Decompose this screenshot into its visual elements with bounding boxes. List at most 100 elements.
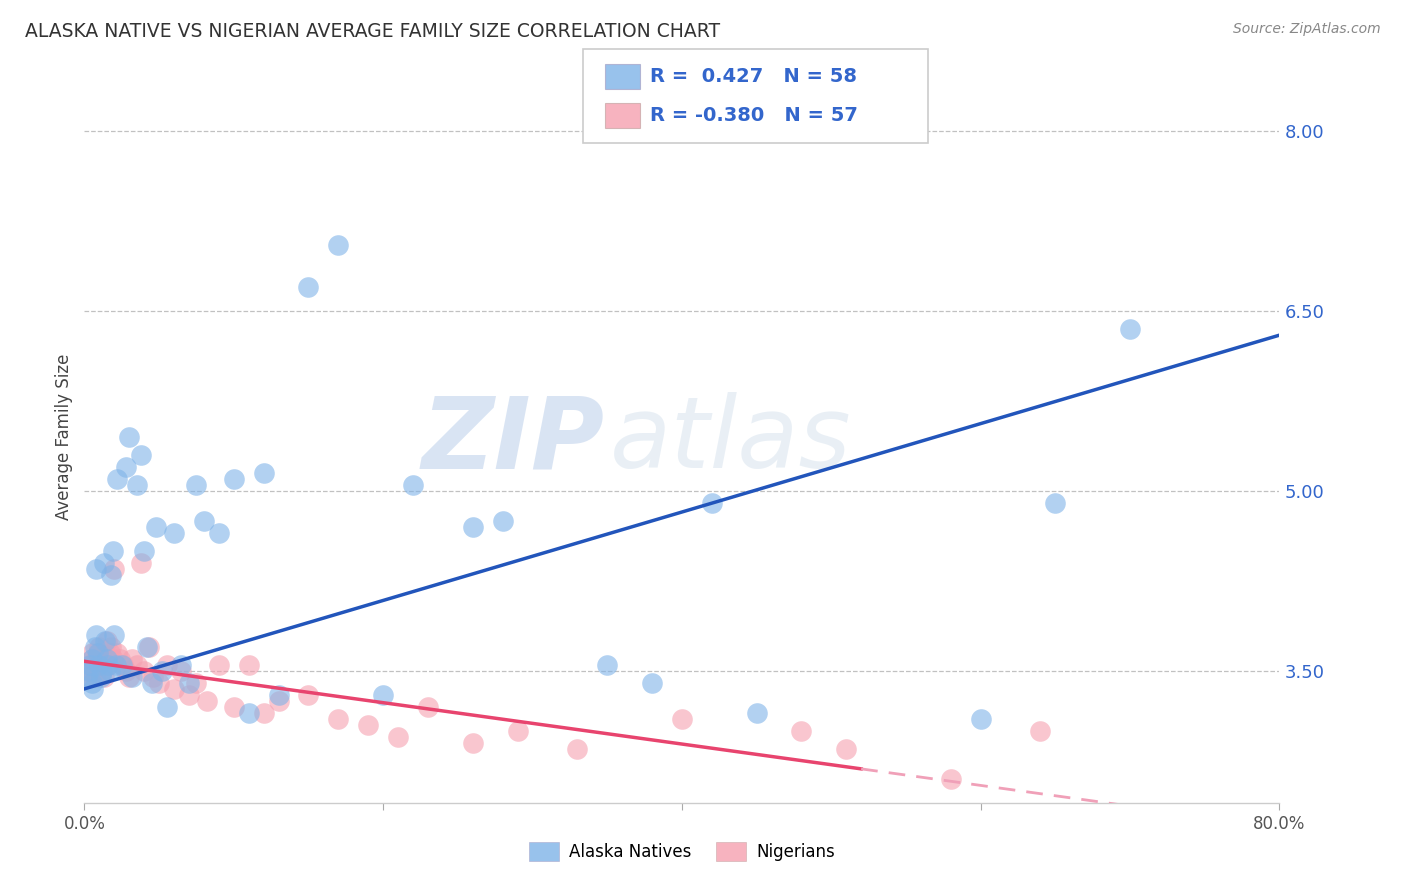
Point: [118, 430, 141, 444]
Point: [1045, 496, 1067, 510]
Point: [132, 664, 156, 678]
Point: [103, 628, 125, 642]
Point: [835, 742, 858, 756]
Y-axis label: Average Family Size: Average Family Size: [55, 354, 73, 520]
Point: [142, 670, 165, 684]
Text: atlas: atlas: [610, 392, 852, 489]
Point: [94, 634, 117, 648]
Point: [132, 544, 156, 558]
Point: [80, 652, 103, 666]
Point: [267, 694, 290, 708]
Point: [145, 520, 167, 534]
Point: [121, 670, 143, 684]
Point: [170, 664, 193, 678]
Point: [138, 640, 160, 654]
Text: ZIP: ZIP: [422, 392, 605, 489]
Point: [492, 514, 515, 528]
Point: [222, 699, 245, 714]
Point: [121, 652, 143, 666]
Point: [118, 670, 141, 684]
Point: [155, 699, 177, 714]
Point: [82, 664, 104, 678]
Point: [90, 657, 112, 672]
Point: [90, 670, 112, 684]
Point: [136, 640, 159, 654]
Point: [89, 657, 111, 672]
Point: [104, 657, 127, 672]
Legend: Alaska Natives, Nigerians: Alaska Natives, Nigerians: [522, 835, 842, 868]
Point: [671, 712, 693, 726]
Point: [267, 688, 290, 702]
Text: R =  0.427   N = 58: R = 0.427 N = 58: [650, 67, 856, 87]
Point: [641, 676, 664, 690]
Point: [87, 646, 110, 660]
Point: [103, 562, 125, 576]
Point: [101, 652, 124, 666]
Point: [129, 556, 152, 570]
Point: [195, 694, 218, 708]
Point: [86, 562, 108, 576]
Point: [125, 478, 148, 492]
Point: [80, 652, 103, 666]
Point: [93, 670, 115, 684]
Point: [596, 657, 619, 672]
Point: [86, 652, 108, 666]
Point: [87, 646, 110, 660]
Point: [111, 657, 134, 672]
Point: [357, 718, 380, 732]
Point: [328, 712, 350, 726]
Point: [110, 652, 132, 666]
Point: [373, 688, 395, 702]
Point: [100, 568, 122, 582]
Point: [506, 723, 529, 738]
Point: [297, 280, 319, 294]
Point: [91, 664, 114, 678]
Point: [1029, 723, 1052, 738]
Point: [112, 657, 135, 672]
Point: [700, 496, 723, 510]
Point: [76, 670, 98, 684]
Point: [461, 520, 484, 534]
Point: [177, 688, 200, 702]
Point: [148, 676, 170, 690]
Point: [567, 742, 589, 756]
Point: [105, 472, 128, 486]
Point: [177, 676, 200, 690]
Point: [97, 657, 120, 672]
Point: [150, 664, 173, 678]
Point: [77, 664, 100, 678]
Point: [253, 466, 276, 480]
Text: R = -0.380   N = 57: R = -0.380 N = 57: [650, 105, 858, 125]
Point: [79, 657, 101, 672]
Point: [297, 688, 319, 702]
Point: [208, 657, 231, 672]
Point: [97, 657, 120, 672]
Point: [141, 676, 163, 690]
Point: [82, 681, 104, 696]
Point: [91, 664, 114, 678]
Text: ALASKA NATIVE VS NIGERIAN AVERAGE FAMILY SIZE CORRELATION CHART: ALASKA NATIVE VS NIGERIAN AVERAGE FAMILY…: [25, 22, 720, 41]
Point: [416, 699, 439, 714]
Point: [193, 514, 215, 528]
Point: [253, 706, 276, 720]
Point: [105, 646, 128, 660]
Point: [939, 772, 962, 786]
Point: [77, 670, 100, 684]
Point: [115, 664, 138, 678]
Point: [238, 657, 260, 672]
Point: [186, 478, 208, 492]
Point: [970, 712, 993, 726]
Point: [163, 681, 186, 696]
Point: [96, 634, 118, 648]
Point: [402, 478, 425, 492]
Point: [1119, 322, 1142, 336]
Point: [86, 628, 108, 642]
Point: [125, 657, 148, 672]
Point: [155, 657, 177, 672]
Point: [222, 472, 245, 486]
Text: Source: ZipAtlas.com: Source: ZipAtlas.com: [1233, 22, 1381, 37]
Point: [83, 670, 105, 684]
Point: [115, 460, 138, 475]
Point: [387, 730, 409, 744]
Point: [79, 657, 101, 672]
